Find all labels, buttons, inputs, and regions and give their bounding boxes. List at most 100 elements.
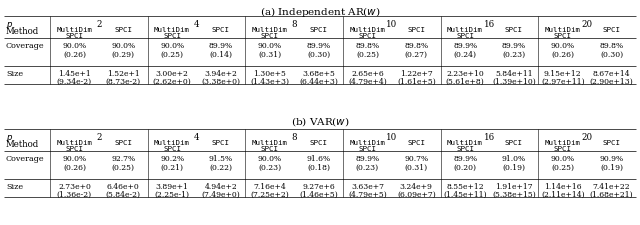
Text: 2.23e+10: 2.23e+10 [446,70,484,78]
Text: (b) VAR($w$): (b) VAR($w$) [291,115,349,127]
Text: (2.11e+14): (2.11e+14) [541,190,584,198]
Text: 8: 8 [291,20,297,29]
Text: 7.41e+22: 7.41e+22 [593,182,630,190]
Text: SPCI: SPCI [505,139,523,145]
Text: SPCI: SPCI [310,27,328,33]
Text: 89.8%: 89.8% [355,42,380,50]
Text: 1.14e+16: 1.14e+16 [544,182,582,190]
Text: 20: 20 [582,132,593,141]
Text: (7.25e+2): (7.25e+2) [250,190,289,198]
Text: SPCI: SPCI [407,139,425,145]
Text: 89.9%: 89.9% [502,42,526,50]
Text: MultiDim: MultiDim [545,139,580,145]
Text: 90.0%: 90.0% [258,154,282,162]
Text: 10: 10 [386,20,397,29]
Text: (0.22): (0.22) [209,163,232,171]
Text: (0.26): (0.26) [63,163,86,171]
Text: 90.9%: 90.9% [600,154,623,162]
Text: 89.9%: 89.9% [453,42,477,50]
Text: 2: 2 [96,20,102,29]
Text: (0.25): (0.25) [356,51,379,59]
Text: 3.94e+2: 3.94e+2 [204,70,237,78]
Text: (6.09e+7): (6.09e+7) [397,190,436,198]
Text: (0.25): (0.25) [551,163,574,171]
Text: (1.39e+10): (1.39e+10) [492,78,536,86]
Text: SPCI: SPCI [505,27,523,33]
Text: (4.79e+5): (4.79e+5) [348,190,387,198]
Text: SPCI: SPCI [260,33,279,39]
Text: (a) Independent AR($w$): (a) Independent AR($w$) [260,5,380,19]
Text: 1.52e+1: 1.52e+1 [107,70,140,78]
Text: (4.79e+4): (4.79e+4) [348,78,387,86]
Text: 90.0%: 90.0% [111,42,135,50]
Text: SPCI: SPCI [358,33,376,39]
Text: 8.55e+12: 8.55e+12 [446,182,484,190]
Text: 1.30e+5: 1.30e+5 [253,70,286,78]
Text: 4.94e+2: 4.94e+2 [205,182,237,190]
Text: (0.23): (0.23) [356,163,379,171]
Text: 4: 4 [194,20,199,29]
Text: SPCI: SPCI [358,145,376,151]
Text: (1.36e-2): (1.36e-2) [57,190,92,198]
Text: (0.26): (0.26) [63,51,86,59]
Text: 90.7%: 90.7% [404,154,428,162]
Text: (7.49e+0): (7.49e+0) [202,190,240,198]
Text: 89.9%: 89.9% [453,154,477,162]
Text: (0.23): (0.23) [258,163,282,171]
Text: 1.45e+1: 1.45e+1 [58,70,91,78]
Text: (2.25e-1): (2.25e-1) [155,190,189,198]
Text: (0.20): (0.20) [454,163,477,171]
Text: (1.61e+5): (1.61e+5) [397,78,436,86]
Text: SPCI: SPCI [65,33,83,39]
Text: 9.27e+6: 9.27e+6 [302,182,335,190]
Text: (0.18): (0.18) [307,163,330,171]
Text: 3.68e+5: 3.68e+5 [302,70,335,78]
Text: 91.0%: 91.0% [502,154,526,162]
Text: 3.63e+7: 3.63e+7 [351,182,384,190]
Text: SPCI: SPCI [163,145,181,151]
Text: Method: Method [6,27,39,36]
Text: MultiDim: MultiDim [447,139,483,145]
Text: 90.0%: 90.0% [258,42,282,50]
Text: 89.9%: 89.9% [355,154,380,162]
Text: MultiDim: MultiDim [252,27,288,33]
Text: $p$: $p$ [6,132,13,143]
Text: 90.0%: 90.0% [160,42,184,50]
Text: MultiDim: MultiDim [56,139,92,145]
Text: (6.44e+3): (6.44e+3) [299,78,338,86]
Text: MultiDim: MultiDim [154,139,190,145]
Text: 2: 2 [96,132,102,141]
Text: (0.31): (0.31) [258,51,282,59]
Text: (0.31): (0.31) [404,163,428,171]
Text: SPCI: SPCI [212,139,230,145]
Text: 1.22e+7: 1.22e+7 [400,70,433,78]
Text: (3.38e+0): (3.38e+0) [202,78,241,86]
Text: 16: 16 [484,20,495,29]
Text: (0.27): (0.27) [404,51,428,59]
Text: $p$: $p$ [6,20,13,31]
Text: 91.5%: 91.5% [209,154,233,162]
Text: 7.16e+4: 7.16e+4 [253,182,286,190]
Text: 2.65e+6: 2.65e+6 [351,70,384,78]
Text: 8: 8 [291,132,297,141]
Text: 2.73e+0: 2.73e+0 [58,182,91,190]
Text: Size: Size [6,182,23,190]
Text: (0.19): (0.19) [600,163,623,171]
Text: (2.97e+11): (2.97e+11) [541,78,584,86]
Text: SPCI: SPCI [310,139,328,145]
Text: (2.62e+0): (2.62e+0) [153,78,191,86]
Text: (0.14): (0.14) [209,51,232,59]
Text: SPCI: SPCI [407,27,425,33]
Text: 3.00e+2: 3.00e+2 [156,70,189,78]
Text: SPCI: SPCI [212,27,230,33]
Text: 9.15e+12: 9.15e+12 [544,70,582,78]
Text: (0.25): (0.25) [161,51,184,59]
Text: 89.9%: 89.9% [307,42,331,50]
Text: 3.24e+9: 3.24e+9 [400,182,433,190]
Text: 16: 16 [484,132,495,141]
Text: SPCI: SPCI [603,139,621,145]
Text: 10: 10 [386,132,397,141]
Text: SPCI: SPCI [65,145,83,151]
Text: SPCI: SPCI [115,27,132,33]
Text: (1.68e+21): (1.68e+21) [590,190,634,198]
